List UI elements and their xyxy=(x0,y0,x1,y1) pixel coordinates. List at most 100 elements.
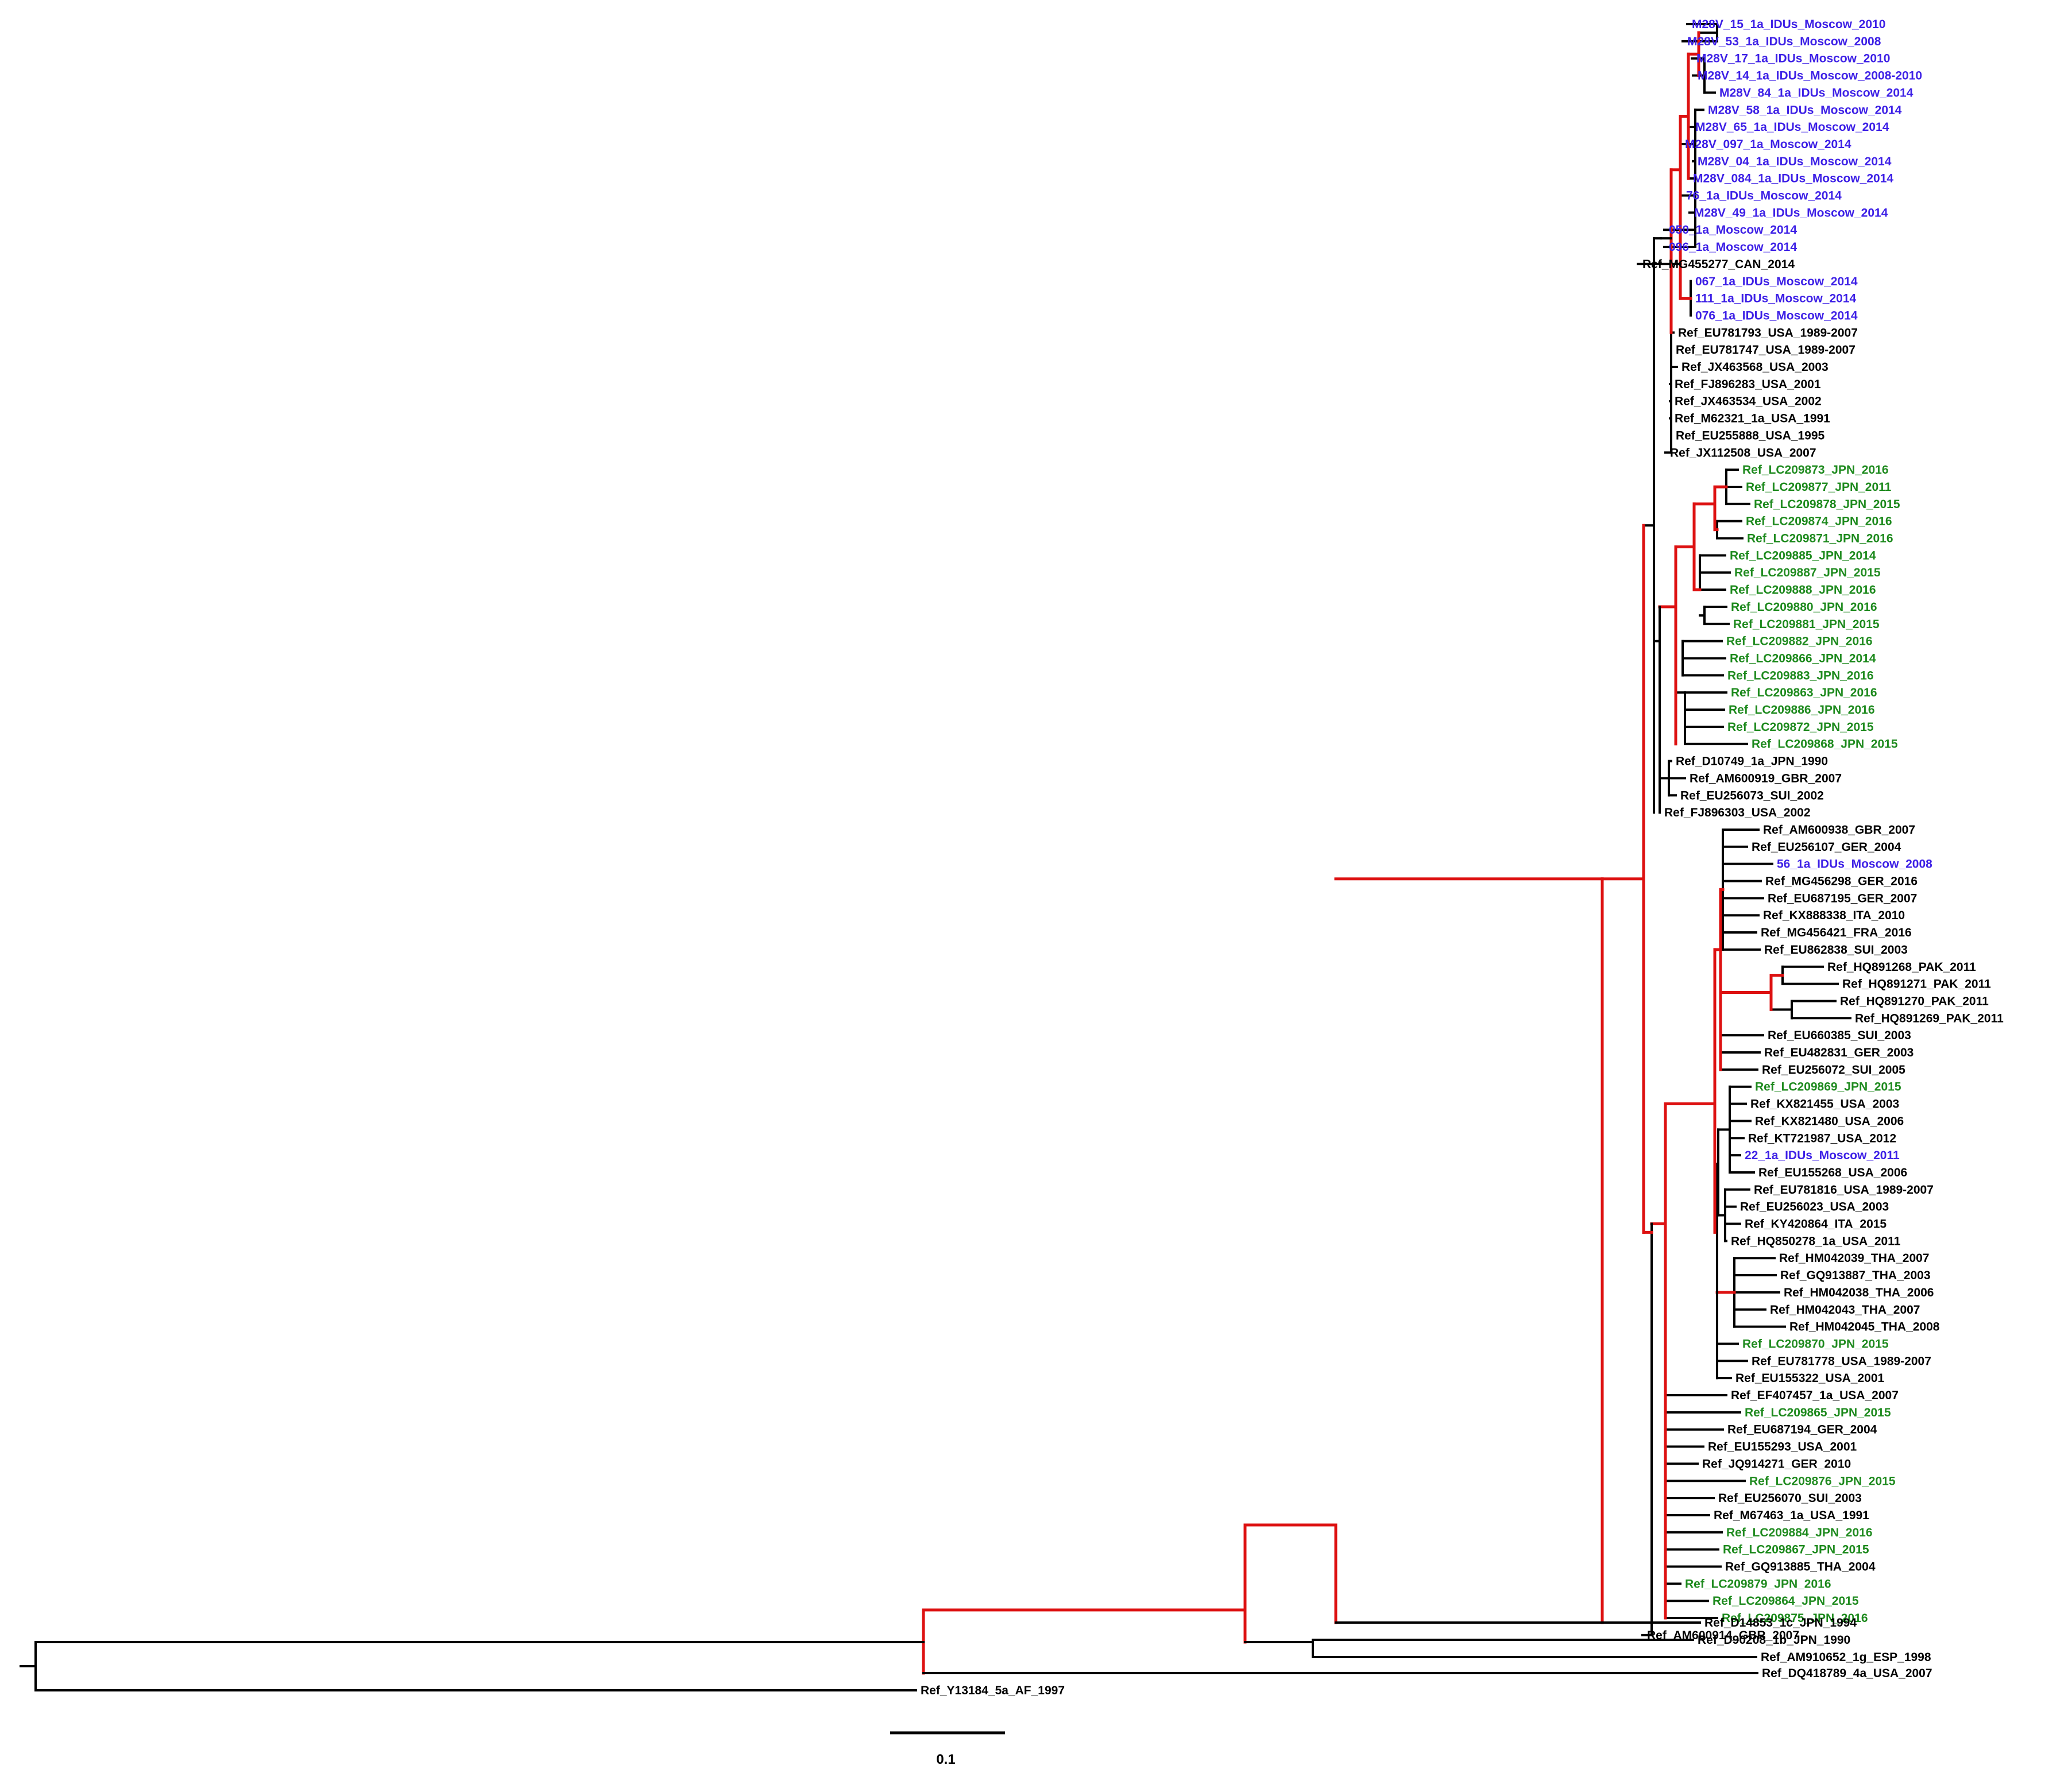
tip-label: Ref_KX821455_USA_2003 xyxy=(1750,1098,1899,1111)
tip-label: Ref_EU687194_GER_2004 xyxy=(1727,1423,1877,1437)
tip-label: Ref_EF407457_1a_USA_2007 xyxy=(1731,1389,1899,1402)
tip-label: Ref_LC209869_JPN_2015 xyxy=(1755,1081,1901,1094)
tip-label: Ref_LC209883_JPN_2016 xyxy=(1727,669,1874,682)
tip-label: Ref_D10749_1a_JPN_1990 xyxy=(1676,755,1828,768)
tip-label: Ref_EU781793_USA_1989-2007 xyxy=(1678,326,1858,339)
tip-label: Ref_EU255888_USA_1995 xyxy=(1676,429,1824,442)
tip-label: Ref_DQ418789_4a_USA_2007 xyxy=(1762,1667,1932,1680)
tip-label: Ref_EU660385_SUI_2003 xyxy=(1768,1029,1911,1042)
tip-label: M28V_49_1a_IDUs_Moscow_2014 xyxy=(1694,206,1888,219)
tip-label: Ref_FJ896283_USA_2001 xyxy=(1675,378,1821,391)
tip-label: Ref_HQ891270_PAK_2011 xyxy=(1840,994,1989,1008)
tip-label: 096_1a_Moscow_2014 xyxy=(1669,241,1797,254)
scale-bar-label: 0.1 xyxy=(936,1752,955,1767)
tip-label: Ref_GQ913887_THA_2003 xyxy=(1780,1269,1931,1282)
tip-label: Ref_EU155293_USA_2001 xyxy=(1708,1441,1857,1454)
tip-label: M28V_58_1a_IDUs_Moscow_2014 xyxy=(1708,103,1902,117)
tip-label: Ref_JX463534_USA_2002 xyxy=(1675,395,1822,408)
tip-label: Ref_LC209876_JPN_2015 xyxy=(1749,1474,1896,1488)
tip-label: Ref_AM910652_1g_ESP_1998 xyxy=(1761,1651,1931,1664)
tip-label: Ref_KX821480_USA_2006 xyxy=(1755,1114,1904,1128)
tip-label: Ref_JQ914271_GER_2010 xyxy=(1702,1457,1851,1470)
tip-label: Ref_HQ891269_PAK_2011 xyxy=(1855,1012,2004,1025)
tip-label: Ref_M62321_1a_USA_1991 xyxy=(1675,412,1830,425)
tip-label: Ref_EU862838_SUI_2003 xyxy=(1764,943,1908,957)
tip-label: Ref_LC209874_JPN_2016 xyxy=(1746,515,1892,528)
tip-label: Ref_LC209867_JPN_2015 xyxy=(1723,1543,1869,1557)
tip-label: Ref_LC209880_JPN_2016 xyxy=(1731,601,1877,614)
tip-label: 56_1a_IDUs_Moscow_2008 xyxy=(1777,858,1932,871)
scale-bar: 0.1 xyxy=(890,1731,1005,1767)
tip-label: Ref_D14853_1c_JPN_1994 xyxy=(1704,1616,1857,1629)
tip-label: Ref_KT721987_USA_2012 xyxy=(1748,1132,1896,1145)
tip-label: M28V_53_1a_IDUs_Moscow_2008 xyxy=(1687,35,1881,48)
tip-label: 050_1a_Moscow_2014 xyxy=(1669,223,1797,237)
tip-label: Ref_LC209873_JPN_2016 xyxy=(1742,463,1889,477)
tip-label: M28V_097_1a_Moscow_2014 xyxy=(1685,138,1851,151)
tip-label: M28V_84_1a_IDUs_Moscow_2014 xyxy=(1719,86,1913,99)
tip-label: Ref_HM042045_THA_2008 xyxy=(1789,1321,1940,1334)
tip-label: Ref_LC209878_JPN_2015 xyxy=(1754,498,1900,511)
tree-branches xyxy=(20,23,1851,1691)
tip-label: M28V_65_1a_IDUs_Moscow_2014 xyxy=(1695,121,1889,134)
tip-label: Ref_HM042039_THA_2007 xyxy=(1779,1252,1930,1265)
tip-label: M28V_15_1a_IDUs_Moscow_2010 xyxy=(1692,18,1885,31)
tip-label: Ref_KX888338_ITA_2010 xyxy=(1763,909,1905,922)
tip-label: Ref_Y13184_5a_AF_1997 xyxy=(921,1684,1065,1697)
tip-label: Ref_LC209886_JPN_2016 xyxy=(1729,703,1875,717)
tip-label: Ref_AM600938_GBR_2007 xyxy=(1763,823,1915,837)
tip-label: Ref_LC209887_JPN_2015 xyxy=(1734,566,1881,579)
tip-label: Ref_MG456421_FRA_2016 xyxy=(1761,926,1912,939)
tip-label: Ref_LC209881_JPN_2015 xyxy=(1733,618,1880,631)
tip-label: Ref_HQ891268_PAK_2011 xyxy=(1827,961,1976,974)
tip-label: Ref_EU781747_USA_1989-2007 xyxy=(1676,343,1855,357)
tip-label: Ref_LC209871_JPN_2016 xyxy=(1747,532,1893,545)
tip-label: Ref_EU256072_SUI_2005 xyxy=(1762,1063,1905,1077)
tip-label: Ref_EU781816_USA_1989-2007 xyxy=(1754,1183,1934,1197)
tip-label: 76_1a_IDUs_Moscow_2014 xyxy=(1686,189,1842,203)
tip-label: Ref_EU155322_USA_2001 xyxy=(1735,1372,1884,1385)
tip-label: M28V_084_1a_IDUs_Moscow_2014 xyxy=(1693,172,1893,185)
tip-label: Ref_LC209879_JPN_2016 xyxy=(1685,1577,1831,1590)
tip-label: Ref_LC209872_JPN_2015 xyxy=(1727,721,1874,734)
tip-label: Ref_EU256070_SUI_2003 xyxy=(1718,1492,1862,1505)
tip-label: Ref_LC209864_JPN_2015 xyxy=(1713,1594,1859,1608)
tip-label: Ref_AM600914_GBR_2007 xyxy=(1647,1629,1799,1642)
tip-label: Ref_MG456298_GER_2016 xyxy=(1765,875,1918,888)
tip-label: Ref_JX463568_USA_2003 xyxy=(1681,361,1829,374)
tip-label: M28V_04_1a_IDUs_Moscow_2014 xyxy=(1698,155,1892,168)
tip-label: Ref_LC209875_JPN_2016 xyxy=(1722,1612,1868,1625)
tip-label: Ref_LC209868_JPN_2015 xyxy=(1752,738,1898,751)
tip-label: Ref_MG455277_CAN_2014 xyxy=(1642,258,1795,271)
tip-label: Ref_EU256073_SUI_2002 xyxy=(1680,789,1824,802)
tip-label: Ref_LC209882_JPN_2016 xyxy=(1726,635,1873,648)
tip-label: Ref_LC209863_JPN_2016 xyxy=(1731,686,1877,699)
tip-label: Ref_EU687195_GER_2007 xyxy=(1768,892,1917,905)
tip-labels: M28V_15_1a_IDUs_Moscow_2010 M28V_53_1a_ID… xyxy=(921,18,2004,1697)
tip-label: Ref_D90208_1b_JPN_1990 xyxy=(1698,1633,1850,1647)
tip-label: Ref_EU781778_USA_1989-2007 xyxy=(1752,1354,1931,1368)
tip-label: Ref_JX112508_USA_2007 xyxy=(1670,446,1816,459)
tip-label: 22_1a_IDUs_Moscow_2011 xyxy=(1745,1149,1900,1162)
tip-label: 067_1a_IDUs_Moscow_2014 xyxy=(1695,275,1858,288)
tip-label: Ref_LC209866_JPN_2014 xyxy=(1730,652,1876,665)
tip-label: Ref_LC209865_JPN_2015 xyxy=(1745,1406,1891,1419)
tip-label: Ref_AM600919_GBR_2007 xyxy=(1690,772,1842,785)
tip-label: 111_1a_IDUs_Moscow_2014 xyxy=(1695,292,1857,305)
tip-label: Ref_LC209884_JPN_2016 xyxy=(1726,1526,1873,1539)
tip-label: 076_1a_IDUs_Moscow_2014 xyxy=(1695,309,1858,322)
tip-label: Ref_GQ913885_THA_2004 xyxy=(1725,1561,1876,1574)
tip-label: Ref_LC209870_JPN_2015 xyxy=(1742,1337,1889,1350)
tip-label: M28V_17_1a_IDUs_Moscow_2010 xyxy=(1696,52,1890,65)
tip-label: Ref_HQ891271_PAK_2011 xyxy=(1842,978,1991,991)
tip-label: Ref_LC209885_JPN_2014 xyxy=(1730,549,1876,562)
tip-label: Ref_FJ896303_USA_2002 xyxy=(1664,806,1811,819)
tip-label: Ref_HQ850278_1a_USA_2011 xyxy=(1731,1234,1901,1248)
tip-label: Ref_EU155268_USA_2006 xyxy=(1758,1166,1907,1179)
tip-label: Ref_EU256107_GER_2004 xyxy=(1752,841,1901,854)
tip-label: Ref_M67463_1a_USA_1991 xyxy=(1714,1509,1869,1522)
tip-label: Ref_LC209877_JPN_2011 xyxy=(1746,481,1892,494)
tip-label: Ref_EU256023_USA_2003 xyxy=(1740,1201,1889,1214)
tip-label: M28V_14_1a_IDUs_Moscow_2008-2010 xyxy=(1698,69,1922,83)
